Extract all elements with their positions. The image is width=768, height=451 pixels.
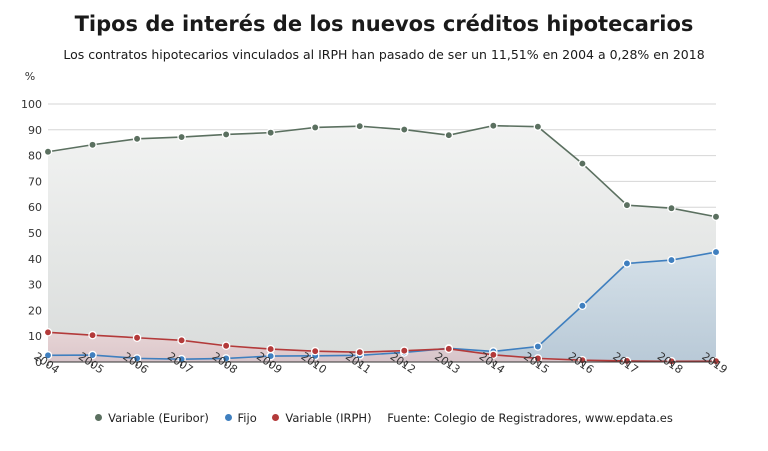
data-point-euribor[interactable]: [132, 134, 142, 144]
data-point-euribor[interactable]: [310, 123, 320, 132]
data-point-fijo[interactable]: [578, 301, 587, 311]
y-tick-label: 30: [28, 279, 42, 292]
legend: Variable (Euribor) Fijo Variable (IRPH) …: [0, 411, 768, 425]
data-point-euribor[interactable]: [88, 140, 97, 150]
legend-label-euribor: Variable (Euribor): [108, 411, 209, 425]
y-tick-label: 10: [28, 330, 42, 343]
y-tick-label: 80: [28, 150, 42, 163]
data-point-irph[interactable]: [444, 344, 454, 354]
chart-subtitle: Los contratos hipotecarios vinculados al…: [63, 47, 705, 62]
data-point-irph[interactable]: [310, 346, 320, 356]
source-note: Fuente: Colegio de Registradores, www.ep…: [387, 411, 673, 425]
y-tick-label: 0: [35, 356, 42, 369]
data-point-irph[interactable]: [221, 341, 231, 350]
y-tick-label: 40: [28, 253, 42, 266]
legend-swatch-euribor: [95, 414, 103, 421]
data-point-fijo[interactable]: [711, 247, 721, 257]
data-point-euribor[interactable]: [622, 200, 632, 210]
data-point-irph[interactable]: [132, 333, 142, 342]
chart-title: Tipos de interés de los nuevos créditos …: [74, 12, 694, 36]
data-point-irph[interactable]: [400, 346, 409, 355]
data-point-euribor[interactable]: [533, 122, 543, 131]
data-point-irph[interactable]: [43, 328, 53, 337]
data-point-euribor[interactable]: [444, 130, 454, 140]
data-point-irph[interactable]: [177, 336, 186, 345]
series-area-irph: [48, 332, 716, 362]
data-point-euribor[interactable]: [489, 121, 498, 130]
data-point-euribor[interactable]: [43, 147, 53, 156]
data-point-fijo[interactable]: [667, 255, 676, 265]
data-point-fijo[interactable]: [622, 259, 632, 268]
legend-label-irph: Variable (IRPH): [285, 411, 372, 425]
series-line-irph: [47, 331, 717, 363]
data-point-irph[interactable]: [88, 330, 97, 340]
series-line-fijo: [47, 251, 717, 360]
data-point-irph[interactable]: [266, 344, 275, 354]
data-point-euribor[interactable]: [400, 125, 409, 134]
legend-label-fijo: Fijo: [237, 411, 257, 425]
data-point-fijo[interactable]: [533, 342, 543, 351]
legend-item-irph[interactable]: Variable (IRPH): [272, 411, 372, 425]
data-point-euribor[interactable]: [711, 212, 721, 221]
y-tick-label: 100: [21, 98, 42, 111]
data-point-fijo[interactable]: [88, 350, 97, 360]
series-area-euribor: [48, 125, 716, 362]
y-tick-label: 70: [28, 175, 42, 188]
data-point-fijo[interactable]: [43, 351, 53, 360]
legend-swatch-irph: [272, 414, 280, 421]
data-point-euribor[interactable]: [578, 159, 587, 168]
y-tick-label: 60: [28, 201, 42, 214]
legend-item-euribor[interactable]: Variable (Euribor): [95, 411, 209, 425]
legend-item-fijo[interactable]: Fijo: [224, 411, 257, 425]
data-point-euribor[interactable]: [266, 128, 275, 137]
y-tick-label: 50: [28, 227, 42, 240]
y-axis-label: %: [25, 70, 35, 83]
data-point-euribor[interactable]: [177, 132, 186, 142]
legend-swatch-fijo: [224, 414, 232, 421]
data-point-irph[interactable]: [355, 347, 364, 357]
data-point-irph[interactable]: [489, 350, 498, 360]
y-tick-label: 90: [28, 124, 42, 137]
y-tick-label: 20: [28, 304, 42, 317]
data-point-euribor[interactable]: [667, 203, 676, 213]
series-line-euribor: [47, 124, 717, 218]
data-point-euribor[interactable]: [355, 121, 364, 131]
data-point-euribor[interactable]: [221, 130, 231, 139]
